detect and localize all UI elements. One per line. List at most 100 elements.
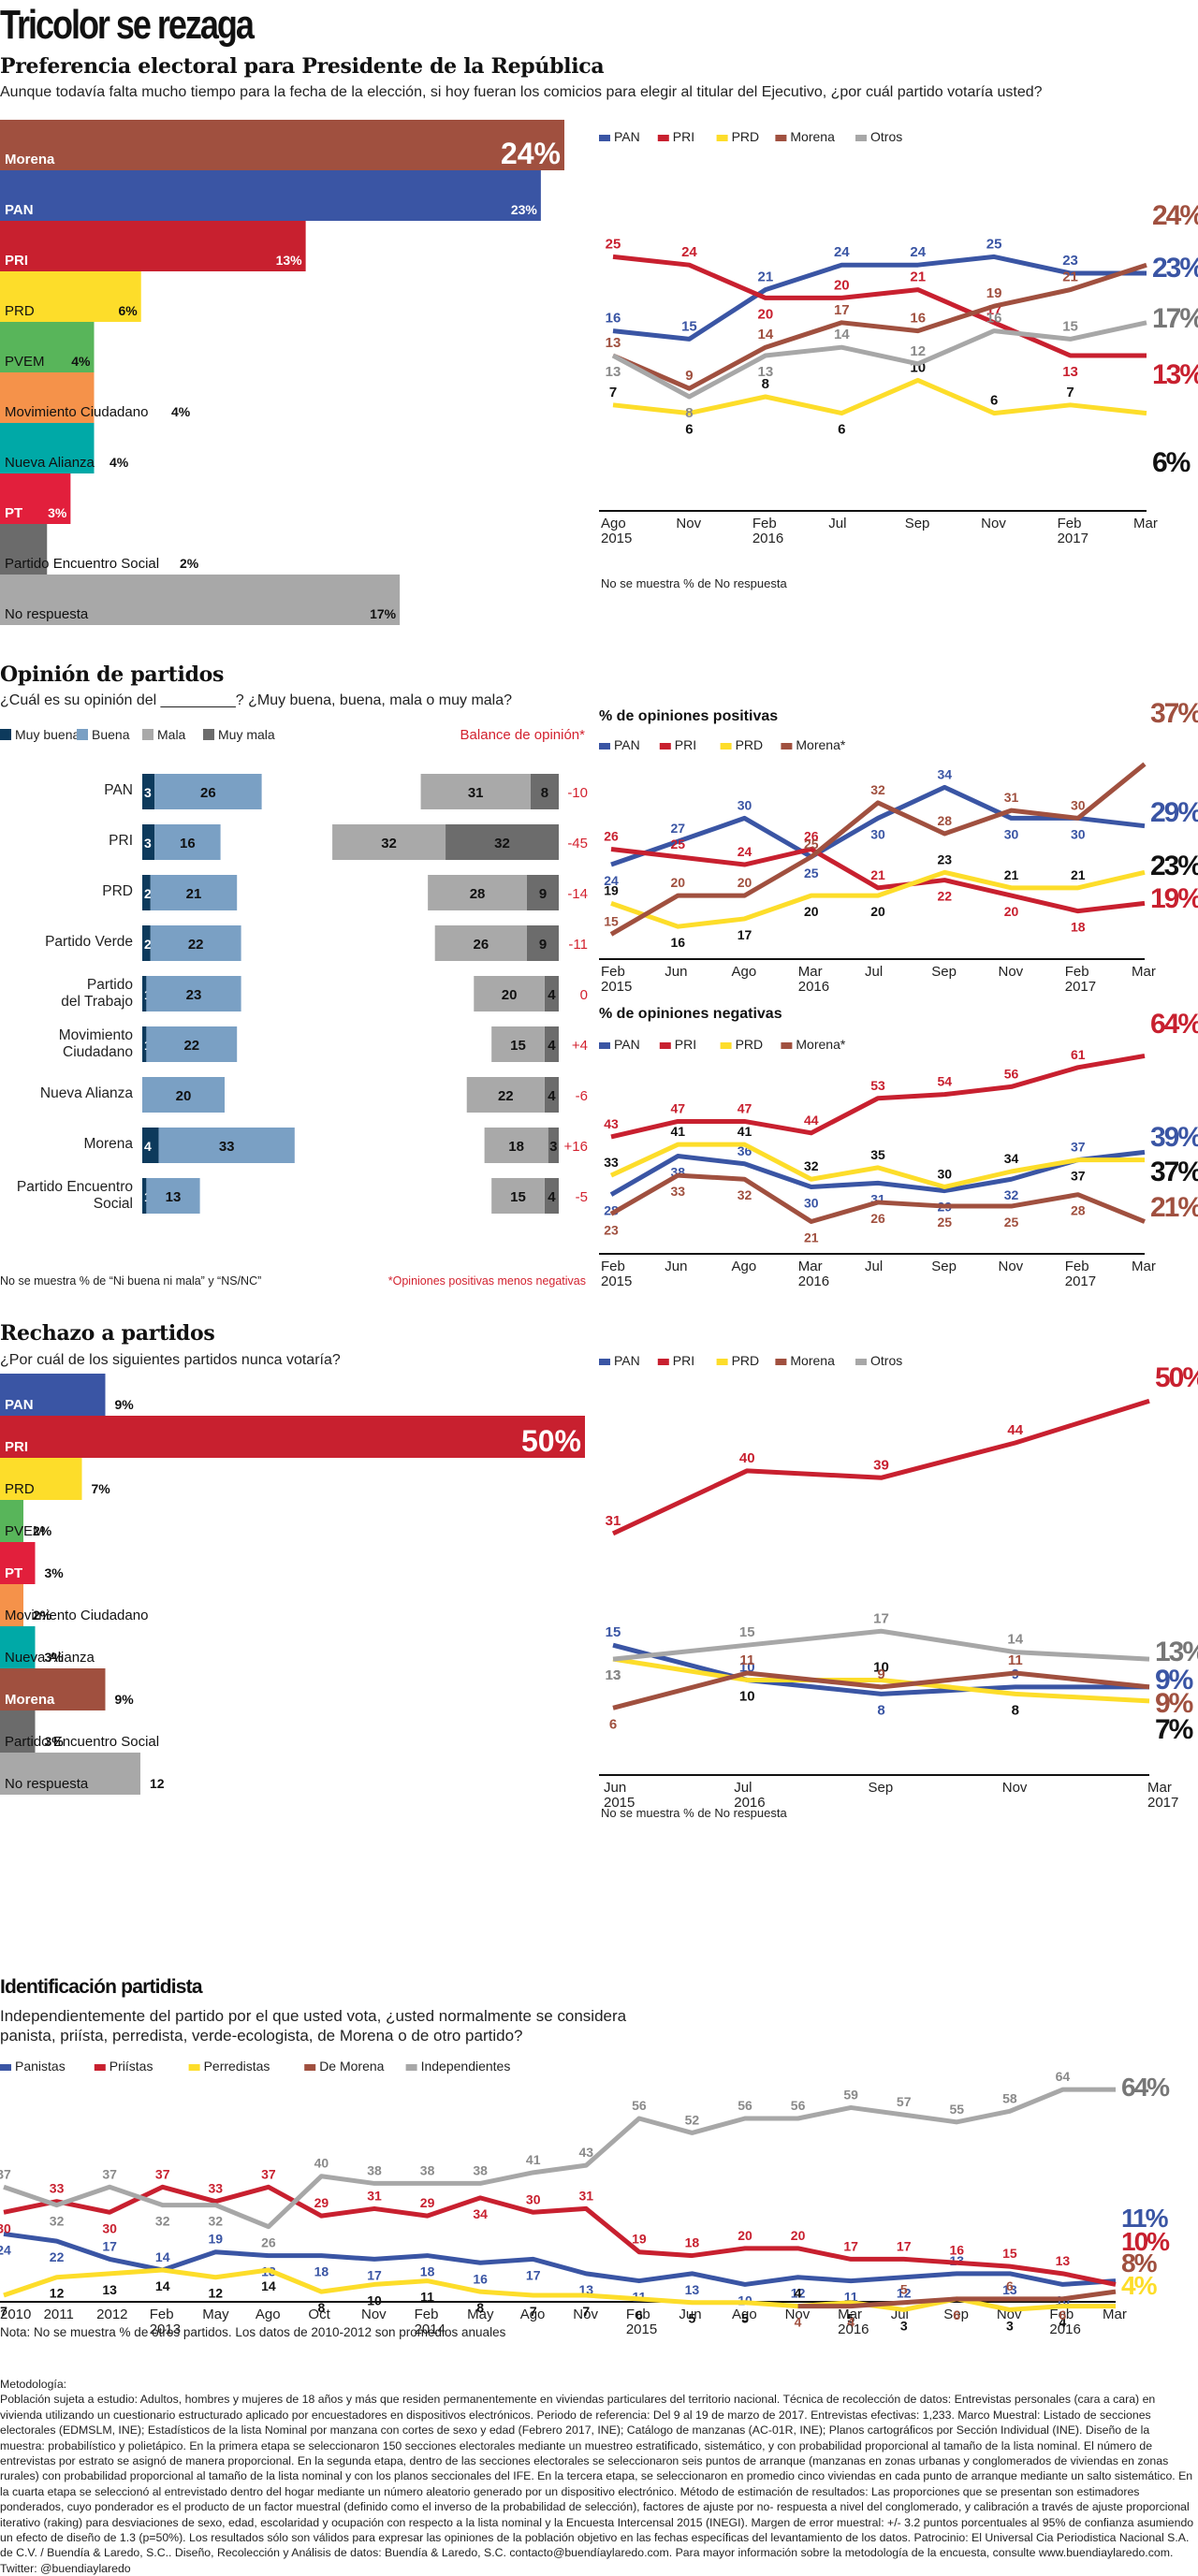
data-label-independientes-7: 38 [367, 2162, 382, 2177]
data-label-morena-3: 17 [834, 302, 850, 318]
data-label-priistas-16: 17 [843, 2238, 858, 2253]
data-label-otros-3: 14 [1007, 1632, 1023, 1648]
value-buena-partido-del-trabajo: 23 [186, 987, 202, 1003]
series-line-panistas [3, 2231, 1117, 2287]
data-label-morena-7: 30 [1071, 797, 1086, 812]
data-label-priistas-2: 30 [102, 2220, 117, 2235]
category-label-partido-encuentro-social: Partido Encuentro [17, 1179, 133, 1195]
data-label-panistas-8: 18 [420, 2264, 435, 2279]
end-label-pan: 29% [1150, 797, 1198, 828]
bar-muy-buena-morena [142, 1128, 159, 1163]
x-tick-7: Feb [1065, 964, 1089, 980]
category-label-pri: PRI [109, 833, 133, 849]
x-tick-4: May [202, 2307, 229, 2322]
value-muy-mala-partido-del-trabajo: 4 [548, 987, 556, 1003]
x-tick-6: Nov [999, 1259, 1024, 1274]
data-label-pri-7: 61 [1071, 1047, 1086, 1062]
end-label-pri: 64% [1150, 1009, 1198, 1040]
legend-label-muy-mala: Muy mala [218, 727, 275, 742]
value-muy-mala-movimiento-ciudadano: 4 [548, 1038, 556, 1054]
value-buena-nueva-alianza: 20 [176, 1088, 192, 1104]
legend-swatch-priistas [94, 2064, 106, 2071]
data-label-independientes-13: 52 [685, 2112, 700, 2127]
series-line-independientes [3, 2087, 1116, 2230]
bar-pri [0, 221, 306, 271]
value-muy-buena-partido-verde: 2 [144, 937, 152, 952]
data-label-pri-2: 24 [738, 844, 752, 859]
x-tick-1: Nov [676, 516, 701, 531]
data-label-priistas-18: 16 [949, 2242, 964, 2257]
end-label-prd: 23% [1150, 851, 1198, 881]
data-label-prd-1: 41 [670, 1124, 685, 1139]
value-mala-partido-encuentro-social: 15 [510, 1189, 526, 1205]
series-line-prd [610, 869, 1146, 929]
data-label-otros-1: 8 [685, 405, 693, 421]
end-label-priistas: 10% [1121, 2227, 1170, 2256]
value-muy-mala-pri: 32 [494, 836, 510, 851]
value-muy-mala-morena: 3 [549, 1139, 557, 1155]
x-tick-year-8: 2014 [415, 2321, 446, 2337]
value-muy-mala-nueva-alianza: 4 [548, 1088, 556, 1104]
x-tick-20: Feb [1049, 2307, 1074, 2322]
category-label-partido-encuentro-social-2: Social [94, 1196, 133, 1212]
bar-prd [0, 1458, 82, 1500]
methodology: Metodología: Población sujeta a estudio:… [0, 2377, 1196, 2576]
x-tick-4: Jul [865, 964, 883, 980]
bar-label-nueva-alianza: Nueva Alianza [5, 1650, 95, 1666]
data-label-panistas-17: 12 [897, 2286, 912, 2301]
x-tick-year-0: 2015 [601, 979, 632, 992]
series-line-pan [612, 254, 1147, 342]
balance-pan: -10 [567, 785, 588, 801]
bar-label-partido-encuentro-social: Partido Encuentro Social [5, 556, 159, 572]
value-muy-mala-prd: 9 [539, 886, 547, 902]
data-label-perredistas-18: 6 [953, 2307, 960, 2322]
identificacion-note: Nota: No se muestra % de otros partidos.… [0, 2325, 506, 2339]
legend-swatch-morena [775, 1359, 787, 1365]
data-label-pri-3: 44 [1007, 1422, 1023, 1438]
data-label-perredistas-10: 7 [530, 2304, 537, 2319]
data-label-priistas-4: 33 [208, 2181, 223, 2196]
end-label-independientes: 64% [1121, 2073, 1170, 2102]
data-label-pri-0: 31 [606, 1513, 621, 1529]
section-heading-rechazo: Rechazo a partidos [0, 1321, 215, 1346]
data-label-perredistas-2: 13 [102, 2282, 117, 2297]
x-tick-0: 2010 [0, 2307, 31, 2322]
bar-label-partido-encuentro-social: Partido Encuentro Social [5, 1734, 159, 1750]
bar-muy-mala-pan [530, 774, 559, 809]
data-label-otros-4: 12 [910, 343, 926, 359]
legend-label-otros: Otros [870, 1353, 902, 1368]
x-tick-6: Nov [999, 964, 1024, 980]
value-muy-mala-partido-verde: 9 [539, 937, 547, 953]
bar-muy-mala-partido-del-trabajo [544, 976, 559, 1011]
legend-label-prd: PRD [732, 129, 760, 144]
data-label-otros-2: 13 [758, 364, 774, 380]
bar-value-prd: 6% [119, 303, 139, 318]
value-buena-partido-verde: 22 [188, 937, 204, 953]
bar-label-pt: PT [5, 505, 22, 521]
value-muy-buena-pri: 3 [144, 836, 152, 851]
data-label-perredistas-3: 14 [155, 2278, 170, 2293]
legend-swatch-pri [659, 743, 671, 750]
value-muy-buena-prd: 2 [144, 886, 152, 901]
balance-pri: -45 [567, 836, 588, 851]
balance-partido-del-trabajo: 0 [580, 987, 588, 1003]
series-line-pan [612, 1642, 1149, 1696]
data-label-independientes-16: 59 [843, 2087, 858, 2102]
value-muy-buena-morena: 4 [144, 1139, 152, 1154]
chart-title: % de opiniones positivas [599, 708, 778, 724]
x-tick-2: Sep [869, 1780, 894, 1796]
bar-label-prd: PRD [5, 303, 35, 319]
data-label-perredistas-5: 14 [261, 2278, 276, 2293]
bar-value-movimiento-ciudadano: 4% [171, 404, 191, 419]
data-label-pri-7: 18 [1071, 920, 1086, 935]
bar-value-prd: 7% [92, 1481, 111, 1496]
bar-pan [0, 170, 541, 221]
data-label-priistas-15: 20 [791, 2228, 806, 2243]
value-buena-morena: 33 [219, 1139, 235, 1155]
data-label-prd-4: 20 [870, 904, 885, 919]
data-label-otros-1: 15 [739, 1624, 755, 1640]
legend-swatch-mala [142, 729, 153, 740]
data-label-independientes-1: 32 [50, 2214, 65, 2229]
data-label-pri-3: 26 [804, 829, 819, 844]
bar-partido-encuentro-social [0, 524, 48, 575]
